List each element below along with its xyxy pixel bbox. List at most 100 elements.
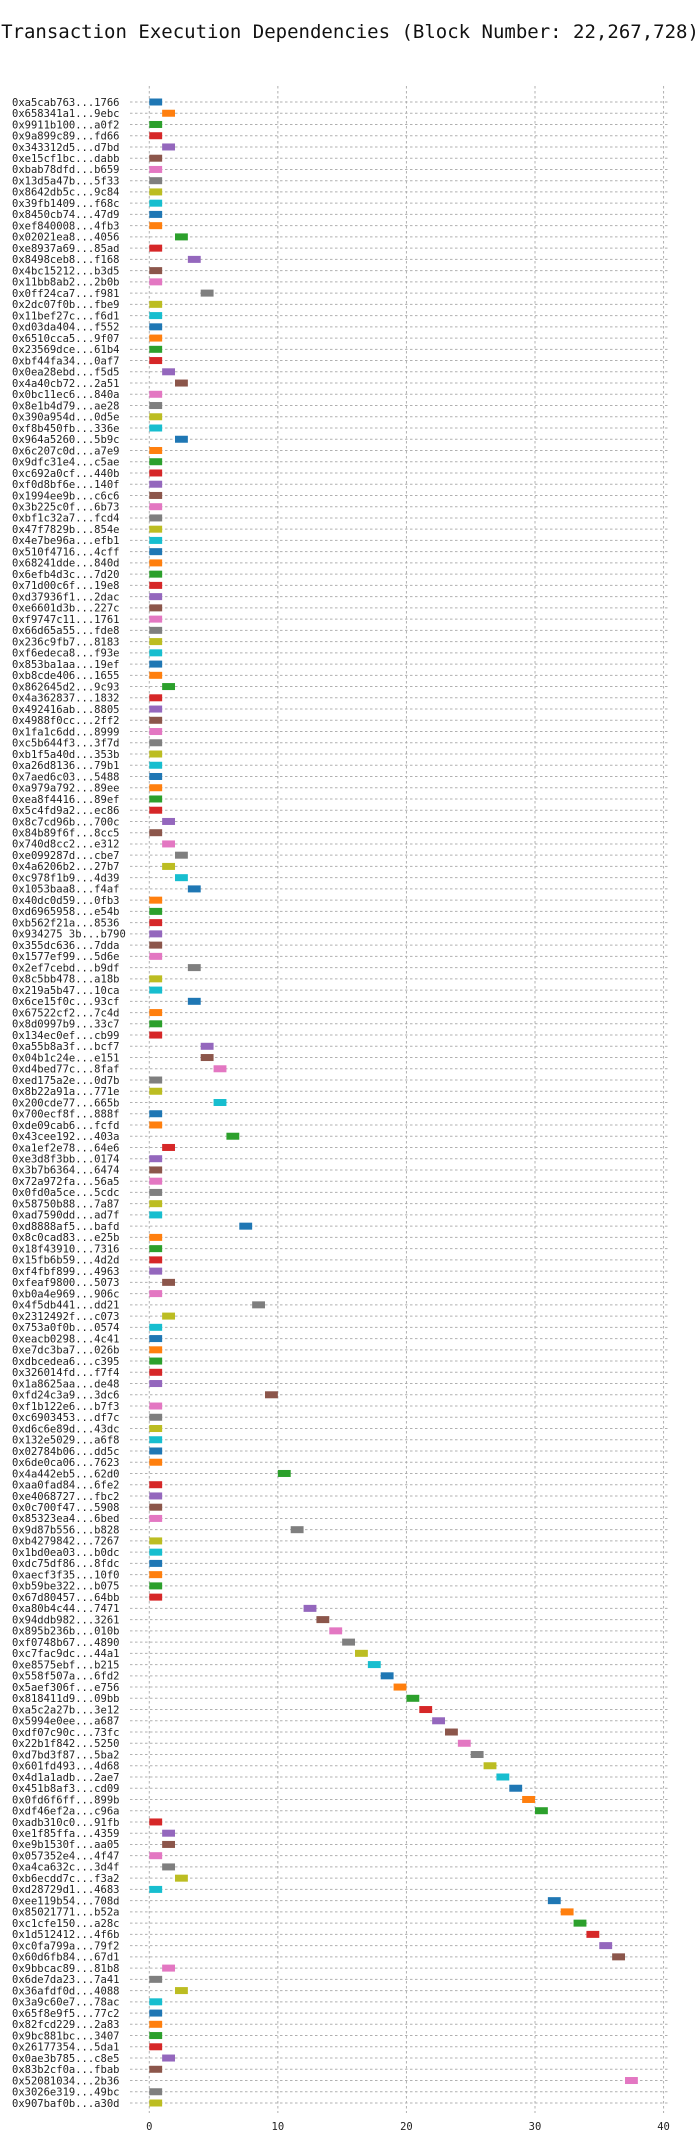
transaction-label: 0xbf1c32a7...fcd4 (12, 513, 119, 525)
transaction-bar (149, 570, 163, 578)
transaction-bar (200, 289, 214, 297)
transaction-bar (149, 2065, 163, 2073)
transaction-label: 0x818411d9...09bb (12, 1693, 119, 1705)
transaction-bar (149, 1852, 163, 1860)
transaction-label: 0x132e5029...a6f8 (12, 1435, 119, 1447)
transaction-label: 0xee119b54...708d (12, 1895, 119, 1907)
transaction-label: 0x219a5b47...10ca (12, 985, 119, 997)
transaction-bar (149, 312, 163, 320)
transaction-bar (213, 1099, 227, 1106)
transaction-bar (149, 1357, 163, 1365)
transaction-bar (226, 1132, 240, 1140)
transaction-label: 0xdf07c90c...73fc (12, 1727, 119, 1739)
transaction-label: 0x8c5bb478...a18b (12, 974, 119, 986)
y-tick-labels: 0xa5cab763...17660x658341a1...9ebc0x9911… (12, 97, 126, 2110)
transaction-label: 0xd6965958...e54b (12, 906, 119, 918)
transaction-label: 0x6efb4d3c...7d20 (12, 569, 119, 581)
transaction-label: 0x9911b100...a0f2 (12, 119, 119, 131)
transaction-bar (149, 975, 163, 983)
transaction-bar (149, 1368, 163, 1376)
transaction-bar (149, 1885, 163, 1893)
transaction-bar (149, 1425, 163, 1433)
transaction-bar (149, 1998, 163, 2006)
transaction-label: 0x1d512412...4f6b (12, 1929, 119, 1941)
transaction-bar (149, 1245, 163, 1253)
transaction-bar (149, 210, 163, 218)
transaction-bar (149, 424, 163, 432)
transaction-bar (149, 784, 163, 792)
transaction-label: 0x82fcd229...2a83 (12, 2019, 119, 2031)
transaction-bar (393, 1683, 407, 1691)
transaction-label: 0xd6c6e89d...43dc (12, 1423, 119, 1435)
transaction-label: 0x71d00c6f...19e8 (12, 580, 119, 592)
transaction-label: 0x65f8e9f5...77c2 (12, 2008, 119, 2020)
transaction-bar (355, 1649, 368, 1657)
transaction-label: 0x3a9c60e7...78ac (12, 1997, 119, 2009)
transaction-label: 0x52081034...2b36 (12, 2075, 119, 2087)
transaction-bar (445, 1728, 458, 1736)
transaction-bar (149, 1559, 163, 1567)
transaction-label: 0x1fa1c6dd...8999 (12, 726, 119, 738)
transaction-bar (149, 188, 163, 196)
transaction-bar (149, 2020, 163, 2028)
transaction-bar (149, 581, 163, 589)
transaction-label: 0x47f7829b...854e (12, 524, 119, 536)
transaction-label: 0x11bb8ab2...2b0b (12, 277, 119, 289)
x-tick-label: 10 (272, 2121, 285, 2133)
transaction-label: 0x853ba1aa...19ef (12, 659, 119, 671)
transaction-label: 0xc5b644f3...3f7d (12, 738, 119, 750)
transaction-bar (187, 997, 201, 1005)
transaction-label: 0x5c4fd9a2...ec86 (12, 805, 119, 817)
transaction-bar (149, 222, 163, 230)
transaction-bar (162, 817, 175, 825)
transaction-bar (149, 446, 163, 454)
transaction-label: 0x2dc07f0b...fbe9 (12, 299, 119, 311)
transaction-label: 0x9bc881bc...3407 (12, 2030, 119, 2042)
transaction-bar (149, 267, 163, 275)
transaction-bar (560, 1908, 574, 1916)
transaction-bar (162, 1278, 175, 1286)
transaction-bar (149, 1548, 163, 1556)
transaction-bar (175, 379, 188, 387)
transaction-bar (599, 1942, 613, 1950)
transaction-bar (162, 368, 175, 376)
transaction-bar (149, 1481, 163, 1489)
transaction-label: 0x658341a1...9ebc (12, 108, 119, 120)
transaction-bar (149, 896, 163, 904)
transaction-bar (162, 1964, 175, 1972)
transaction-label: 0x6de0ca06...7623 (12, 1457, 119, 1469)
transaction-label: 0x964a5260...5b9c (12, 434, 119, 446)
transaction-bar (149, 199, 163, 207)
transaction-bar (149, 2043, 163, 2051)
transaction-bar (149, 2088, 163, 2096)
transaction-bar (162, 1863, 175, 1871)
transaction-bar (175, 435, 188, 443)
transaction-label: 0xf8b450fb...336e (12, 423, 119, 435)
transaction-bar (149, 1571, 163, 1579)
transaction-bar (149, 1975, 163, 1983)
transaction-bar (149, 1267, 163, 1275)
transaction-label: 0xed175a2e...0d7b (12, 1075, 119, 1087)
transaction-label: 0xd37936f1...2dac (12, 591, 119, 603)
transaction-label: 0xd7bd3f87...5ba2 (12, 1749, 119, 1761)
transaction-bar (149, 514, 163, 522)
transaction-bar (290, 1526, 304, 1534)
transaction-bar (380, 1672, 394, 1680)
transaction-bar (522, 1795, 535, 1803)
transaction-label: 0x5aef306f...e756 (12, 1682, 119, 1694)
transaction-bar (149, 1110, 163, 1118)
transaction-bar (162, 1143, 175, 1151)
transaction-bar (149, 1177, 163, 1185)
transaction-bar (162, 840, 175, 848)
transaction-bar (149, 1458, 163, 1466)
transaction-label: 0x94ddb982...3261 (12, 1614, 119, 1626)
transaction-label: 0x558f507a...6fd2 (12, 1671, 119, 1683)
transaction-label: 0xad7590dd...ad7f (12, 1210, 119, 1222)
transaction-label: 0xf6edeca8...f93e (12, 648, 119, 660)
transaction-label: 0x3026e319...49bc (12, 2087, 119, 2099)
transaction-bar (175, 1874, 188, 1882)
transaction-bar (213, 1065, 227, 1073)
transaction-label: 0xaecf3f35...10f0 (12, 1569, 119, 1581)
transaction-label: 0x9d87b556...b828 (12, 1524, 119, 1536)
transaction-label: 0x85323ea4...6bed (12, 1513, 119, 1525)
